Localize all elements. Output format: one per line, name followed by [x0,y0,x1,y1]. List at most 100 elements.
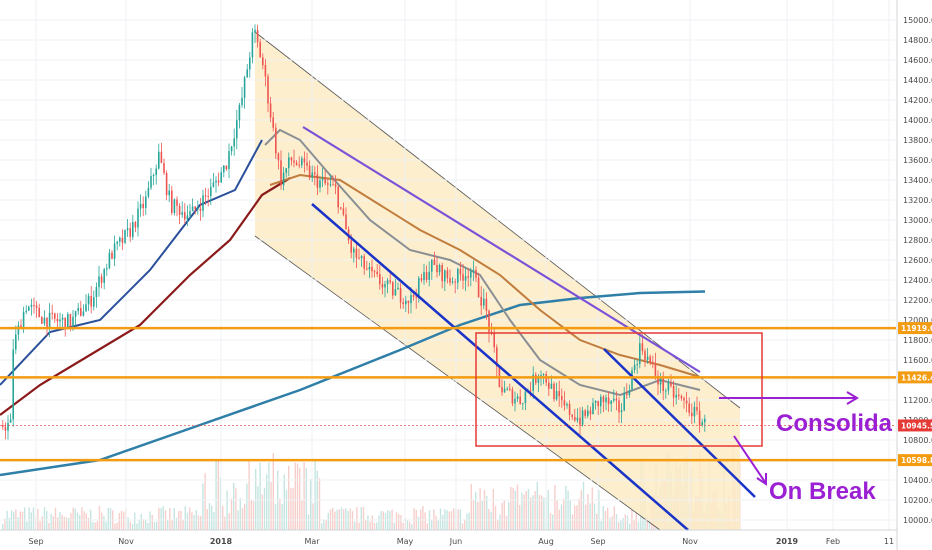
candle-body [207,195,209,197]
volume-bar [468,512,470,530]
volume-bar [503,500,505,530]
volume-bar [574,505,576,530]
candle-body [308,165,311,178]
candle-body [433,259,436,266]
volume-bar [59,512,61,530]
candle-body [631,370,633,391]
volume-bar [365,520,367,530]
candle-body [397,287,399,290]
candle-body [100,276,103,283]
x-tick-label: Aug [538,537,554,546]
candle-body [194,206,196,210]
candle-body [376,271,378,275]
candle-body [204,195,207,197]
volume-bar [501,503,503,530]
candle-body [9,419,12,423]
volume-bar [43,507,46,530]
volume-bar [611,516,613,530]
x-tick-label: May [397,537,414,546]
volume-bar [602,506,604,530]
candle-body [301,158,303,166]
y-tick-label: 13600.0 [903,156,932,165]
volume-bar [4,518,6,530]
volume-bar [171,519,173,530]
volume-bar [488,508,490,530]
candle-body [132,222,134,237]
candle-body [178,205,181,215]
candle-body [197,208,199,210]
candle-body [202,195,204,211]
candle-body [334,184,337,187]
volume-bar [349,508,351,530]
volume-bar [296,463,299,530]
volume-bar [334,511,336,530]
volume-bar [94,522,96,530]
candle-body [243,77,246,98]
volume-bar [288,465,290,530]
candle-body [576,417,579,421]
volume-bar [85,513,87,530]
candle-body [381,284,384,288]
volume-bar [76,512,79,530]
volume-bar [305,468,307,530]
candle-body [290,157,293,161]
candle-body [688,403,690,413]
candle-body [366,268,368,270]
y-tick-label: 14800.0 [903,36,932,45]
volume-bar [98,506,101,530]
volume-bar [17,517,19,530]
candle-body [698,410,701,426]
volume-bar [505,515,508,530]
candle-body [480,296,482,306]
volume-bar [635,512,637,530]
annotation-on-break: On Break [769,478,876,505]
y-tick-label: 13800.0 [903,136,932,145]
volume-bar [8,518,10,530]
candle-body [483,298,485,306]
x-tick-label: Jun [449,537,463,546]
volume-bar [481,500,483,530]
volume-bar [37,508,39,530]
last-price-tag [898,419,932,432]
candle-body [324,178,326,184]
volume-bar [268,462,270,530]
arrowhead-on-break [756,473,767,486]
volume-bar [129,521,131,530]
volume-bar [563,498,565,530]
volume-bar [580,490,582,530]
volume-bar [582,481,585,530]
candle-body [371,266,373,272]
y-tick-label: 14400.0 [903,76,932,85]
volume-bar [118,512,120,530]
volume-bar [312,503,314,530]
volume-bar [598,489,600,530]
resistance-trendline [302,126,701,373]
candle-body [418,278,420,298]
volume-bar [453,508,455,530]
volume-bar [578,498,580,530]
volume-bar [217,459,219,530]
volume-bar [189,507,191,530]
volume-bar [497,519,499,530]
candle-body [238,104,241,121]
volume-bar [422,506,424,530]
volume-bar [103,515,105,530]
candle-body [59,319,61,322]
candle-body [124,230,126,243]
candle-body [121,237,124,243]
candle-body [280,160,282,186]
volume-bar [486,495,488,530]
candle-body [436,265,438,273]
volume-bar [541,495,543,530]
candle-body [633,364,636,371]
volume-bar [250,499,252,530]
volume-bar [116,522,118,530]
volume-bar [65,517,68,530]
volume-bar [620,520,622,530]
ma-fast-line [264,128,701,397]
candle-body [607,397,610,404]
annotation-layer: Consolida On Break [719,391,893,505]
volume-bar [351,511,354,530]
y-tick-label: 10000.0 [903,516,932,525]
